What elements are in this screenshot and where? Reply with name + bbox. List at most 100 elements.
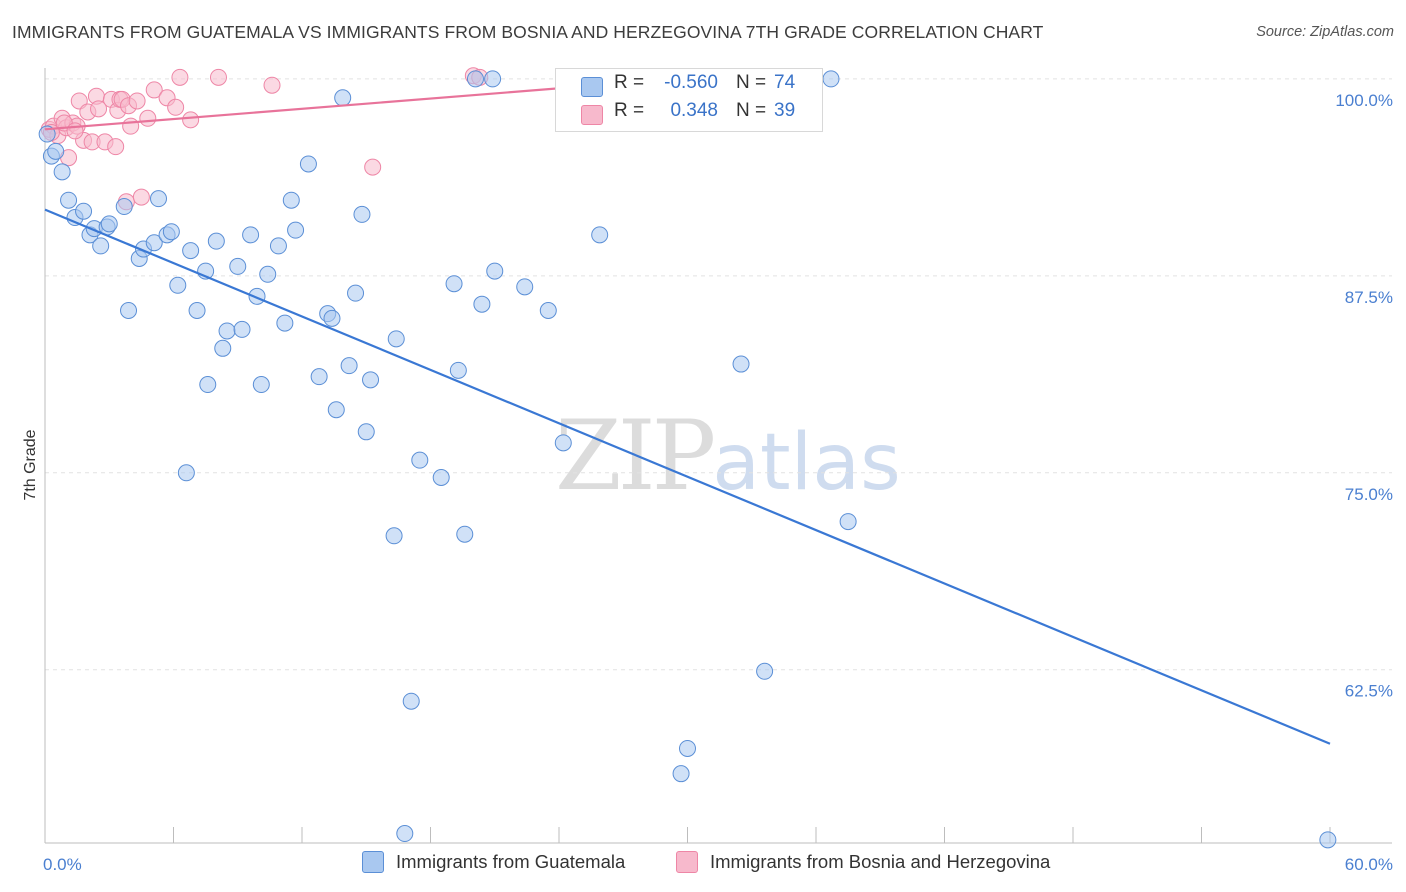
- data-point-guatemala: [100, 215, 118, 233]
- data-point-guatemala: [347, 284, 365, 302]
- data-point-bosnia: [66, 122, 84, 140]
- legend-swatch-pink: [676, 851, 698, 873]
- data-point-guatemala: [310, 368, 328, 386]
- legend-n-label: N =: [736, 100, 767, 121]
- stats-legend: R = -0.560 N = 74 R = 0.348 N = 39: [555, 68, 823, 132]
- data-point-bosnia: [171, 68, 189, 86]
- data-point-guatemala: [115, 198, 133, 216]
- legend-r-label: R =: [614, 100, 645, 121]
- data-point-guatemala: [839, 513, 857, 531]
- chart-title: IMMIGRANTS FROM GUATEMALA VS IMMIGRANTS …: [12, 22, 1044, 42]
- data-point-bosnia: [364, 158, 382, 176]
- data-point-guatemala: [182, 242, 200, 260]
- data-point-guatemala: [357, 423, 375, 441]
- legend-r-value: 0.348: [670, 100, 718, 121]
- data-point-guatemala: [323, 309, 341, 327]
- legend-n-value: 74: [774, 72, 796, 93]
- data-point-guatemala: [396, 825, 414, 843]
- data-point-guatemala: [334, 89, 352, 107]
- data-point-guatemala: [150, 190, 168, 208]
- y-tick-label: 62.5%: [1345, 682, 1393, 701]
- data-point-guatemala: [207, 232, 225, 250]
- data-point-guatemala: [38, 125, 56, 143]
- legend-swatch-pink: [581, 105, 603, 125]
- data-point-guatemala: [120, 301, 138, 319]
- data-point-bosnia: [263, 76, 281, 94]
- data-point-guatemala: [445, 275, 463, 293]
- y-tick-label: 100.0%: [1335, 91, 1393, 110]
- legend-row-bosnia: R = 0.348 N = 39: [556, 100, 822, 128]
- data-point-bosnia: [182, 111, 200, 129]
- data-point-guatemala: [242, 226, 260, 244]
- legend-n-value: 39: [774, 100, 796, 121]
- legend-n-label: N =: [736, 72, 767, 93]
- data-point-guatemala: [1319, 831, 1337, 849]
- data-point-bosnia: [139, 109, 157, 127]
- legend-row-guatemala: R = -0.560 N = 74: [556, 72, 822, 100]
- data-point-guatemala: [53, 163, 71, 181]
- data-point-guatemala: [282, 191, 300, 209]
- watermark: ZIPatlas: [555, 400, 901, 512]
- legend-label-bosnia: Immigrants from Bosnia and Herzegovina: [710, 851, 1051, 872]
- source-label: Source: ZipAtlas.com: [1256, 24, 1394, 40]
- data-point-bosnia: [132, 188, 150, 206]
- series-guatemala-points: [38, 70, 1337, 849]
- legend-r-label: R =: [614, 72, 645, 93]
- data-point-guatemala: [411, 451, 429, 469]
- data-point-guatemala: [177, 464, 195, 482]
- legend-item-bosnia: Immigrants from Bosnia and Herzegovina: [676, 851, 1050, 873]
- data-point-bosnia: [167, 98, 185, 116]
- trend-lines: [44, 77, 1331, 745]
- data-point-bosnia: [145, 81, 163, 99]
- data-point-guatemala: [484, 70, 502, 88]
- data-point-guatemala: [252, 376, 270, 394]
- data-point-guatemala: [218, 322, 236, 340]
- data-point-guatemala: [591, 226, 609, 244]
- data-point-guatemala: [402, 692, 420, 710]
- data-point-guatemala: [92, 237, 110, 255]
- data-point-guatemala: [47, 142, 65, 160]
- data-point-guatemala: [756, 662, 774, 680]
- legend-swatch-blue: [362, 851, 384, 873]
- data-point-guatemala: [145, 234, 163, 252]
- data-point-guatemala: [287, 221, 305, 239]
- data-point-guatemala: [276, 314, 294, 332]
- data-point-guatemala: [233, 320, 251, 338]
- data-point-guatemala: [162, 223, 180, 241]
- trend-line-guatemala: [44, 208, 1331, 745]
- data-point-guatemala: [362, 371, 380, 389]
- data-point-guatemala: [466, 70, 484, 88]
- series-legend: Immigrants from Guatemala Immigrants fro…: [0, 851, 1406, 879]
- data-point-guatemala: [449, 361, 467, 379]
- data-point-bosnia: [90, 100, 108, 118]
- data-point-guatemala: [387, 330, 405, 348]
- data-point-guatemala: [229, 257, 247, 275]
- data-point-guatemala: [486, 262, 504, 280]
- gridlines: [45, 78, 1392, 671]
- data-point-guatemala: [456, 525, 474, 543]
- data-point-bosnia: [122, 117, 140, 135]
- watermark-atlas: atlas: [712, 418, 901, 508]
- x-tick-label: 60.0%: [1345, 855, 1393, 874]
- y-tick-label: 75.0%: [1345, 485, 1393, 504]
- y-tick-label: 87.5%: [1345, 288, 1393, 307]
- data-point-guatemala: [822, 70, 840, 88]
- data-point-bosnia: [107, 138, 125, 156]
- legend-item-guatemala: Immigrants from Guatemala: [362, 851, 625, 873]
- data-point-guatemala: [432, 468, 450, 486]
- x-tick-label: 0.0%: [43, 855, 82, 874]
- legend-swatch-blue: [581, 77, 603, 97]
- data-point-guatemala: [539, 301, 557, 319]
- data-point-guatemala: [516, 278, 534, 296]
- legend-r-value: -0.560: [664, 72, 718, 93]
- data-point-guatemala: [75, 202, 93, 220]
- data-point-guatemala: [679, 739, 696, 757]
- data-point-guatemala: [732, 355, 750, 373]
- data-point-guatemala: [169, 276, 187, 294]
- data-point-guatemala: [299, 155, 317, 173]
- data-point-guatemala: [60, 191, 78, 209]
- data-point-guatemala: [214, 339, 232, 357]
- data-point-bosnia: [209, 68, 227, 86]
- data-point-guatemala: [554, 434, 572, 452]
